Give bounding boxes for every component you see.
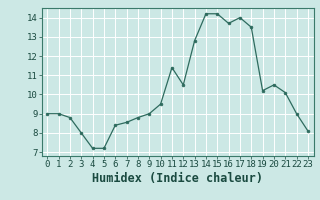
X-axis label: Humidex (Indice chaleur): Humidex (Indice chaleur) [92, 172, 263, 185]
